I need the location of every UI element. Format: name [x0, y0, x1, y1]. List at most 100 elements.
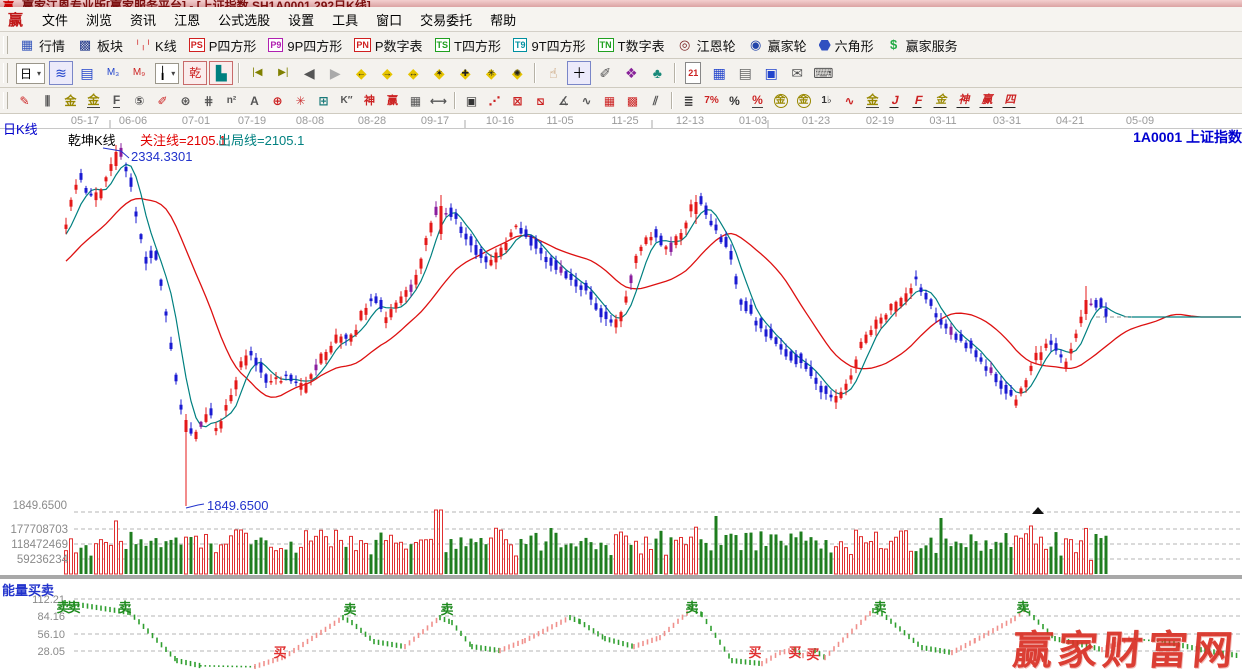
toolbar-button-sectors[interactable]: ▩ 板块 [71, 35, 129, 56]
toolbar-button-ying-angle[interactable]: 赢 [976, 91, 999, 110]
toolbar-button-web-box[interactable]: ⊞ [312, 91, 335, 110]
toolbar-button-compass[interactable]: ⊛ [174, 91, 197, 110]
toolbar-button-crosshair-tool[interactable]: ＋ [567, 61, 592, 85]
menu-item-5[interactable]: 设置 [288, 12, 315, 28]
toolbar-button-hand-tool[interactable]: ☝ [541, 61, 565, 85]
toolbar-button-gold-angle[interactable]: 金 [930, 91, 953, 110]
toolbar-button-red-grid2[interactable]: ▩ [621, 91, 644, 110]
toolbar-button-zigzag[interactable]: ∿ [575, 91, 598, 110]
menu-item-3[interactable]: 江恩 [174, 12, 201, 28]
toolbar-button-print[interactable]: ⌨ [811, 61, 835, 85]
toolbar-button-gann-all[interactable]: ◆ ✳ [479, 61, 503, 85]
toolbar-period-combo[interactable]: 日 ▾ [16, 62, 46, 84]
menu-item-2[interactable]: 资讯 [130, 12, 157, 28]
toolbar-button-9p-square[interactable]: P9 9P四方形 [262, 35, 348, 56]
toolbar-button-gann-star[interactable]: ◆ ✶ [427, 61, 451, 85]
toolbar-button-f-lines[interactable]: F [105, 91, 128, 110]
toolbar-button-go-prev[interactable]: ◀ [297, 61, 321, 85]
toolbar-button-go-first[interactable]: |◀ [245, 61, 269, 85]
toolbar-button-parallel[interactable]: ⫽ [644, 91, 667, 110]
toolbar-button-gann-left[interactable]: ◆ ← [349, 61, 373, 85]
toolbar-button-notebook[interactable]: ▤ [733, 61, 757, 85]
toolbar-button-list-chart[interactable]: ≣ [677, 91, 700, 110]
toolbar-button-quotes[interactable]: ▦ 行情 [13, 35, 71, 56]
toolbar-button-minor-3[interactable]: M₃ [101, 61, 125, 85]
toolbar-button-pct-line[interactable]: % [746, 91, 769, 110]
toolbar-button-qiankun-kline[interactable]: 乾 [183, 61, 208, 85]
menu-item-4[interactable]: 公式选股 [218, 12, 271, 28]
chart-panel[interactable]: 05-17 06-06 07-01 07-19 08-08 08-28 09-17 10-16… [0, 114, 1242, 669]
toolbar-button-n2[interactable]: n² [220, 91, 243, 110]
menu-item-1[interactable]: 浏览 [86, 12, 113, 28]
toolbar-button-red-grid[interactable]: ▦ [598, 91, 621, 110]
toolbar-button-brush[interactable]: ✎ [13, 91, 36, 110]
toolbar-button-gold-lines[interactable]: 金 [59, 91, 82, 110]
toolbar-button-go-last[interactable]: ▶| [271, 61, 295, 85]
toolbar-button-go-next[interactable]: ▶ [323, 61, 347, 85]
toolbar-button-save[interactable]: ▣ [759, 61, 783, 85]
toolbar-button-calculator[interactable]: ▦ [707, 61, 731, 85]
toolbar-button-purple-tool[interactable]: ❖ [619, 61, 643, 85]
toolbar-button-gann-both[interactable]: ◆ ↔ [401, 61, 425, 85]
toolbar-button-histogram-view[interactable]: ▙ [209, 61, 234, 85]
menu-item-8[interactable]: 交易委托 [420, 12, 473, 28]
toolbar-button-gold-ring[interactable]: 金 [769, 91, 792, 110]
toolbar-button-gold-lines2[interactable]: 金 [82, 91, 105, 110]
menu-item-9[interactable]: 帮助 [490, 12, 517, 28]
toolbar-button-p-square[interactable]: PS P四方形 [183, 35, 263, 56]
toolbar-button-gann-wheel[interactable]: ◎ 江恩轮 [671, 35, 742, 56]
toolbar-button-red-wave[interactable]: ∿ [838, 91, 861, 110]
toolbar-button-si-angle[interactable]: 四 [999, 91, 1022, 110]
menu-item-6[interactable]: 工具 [332, 12, 359, 28]
toolbar-button-a-slash[interactable]: A [243, 91, 266, 110]
toolbar-button-pct7[interactable]: 7% [700, 91, 723, 110]
toolbar-button-black-box[interactable]: ▣ [460, 91, 483, 110]
toolbar-button-target[interactable]: ⊕ [266, 91, 289, 110]
toolbar-button-f-angle[interactable]: F [907, 91, 930, 110]
toolbar-button-gann-cross[interactable]: ◆ ✚ [453, 61, 477, 85]
toolbar-button-calendar[interactable]: 21 [681, 61, 705, 85]
toolbar-button-winner-service[interactable]: $ 赢家服务 [880, 35, 964, 56]
toolbar-button-t-table[interactable]: TN T数字表 [592, 35, 671, 56]
toolbar-button-shen-tool[interactable]: 神 [358, 91, 381, 110]
toolbar-button-pin-tool[interactable]: ✐ [593, 61, 617, 85]
toolbar-button-bars[interactable]: ⫼ [36, 91, 59, 110]
toolbar-button-t-square[interactable]: TS T四方形 [429, 35, 507, 56]
panel-separator[interactable] [0, 575, 1242, 579]
toolbar-button-gold-under[interactable]: 金 [861, 91, 884, 110]
toolbar-button-gann-right[interactable]: ◆ → [375, 61, 399, 85]
toolbar-button-k-note[interactable]: K″ [335, 91, 358, 110]
toolbar-button-one-b[interactable]: 1♭ [815, 91, 838, 110]
period-label[interactable]: 日K线 [3, 122, 38, 137]
toolbar-button-j-angle[interactable]: J [884, 91, 907, 110]
toolbar-button-gold-ring2[interactable]: 金 [792, 91, 815, 110]
toolbar-button-shen-angle[interactable]: 神 [953, 91, 976, 110]
toolbar-button-angles[interactable]: ∡ [552, 91, 575, 110]
toolbar-button-teal-tool[interactable]: ♣ [645, 61, 669, 85]
toolbar-button-mail[interactable]: ✉ [785, 61, 809, 85]
toolbar-candle-combo[interactable]: ╽ ▾ [155, 62, 180, 84]
toolbar-button-pct[interactable]: % [723, 91, 746, 110]
toolbar-button-x-box[interactable]: ⊠ [506, 91, 529, 110]
toolbar-button-info-panel[interactable]: ▤ [75, 61, 99, 85]
toolbar-button-overlay-mode[interactable]: ≋ [49, 61, 74, 85]
toolbar-button-span-arrows[interactable]: ⟷ [427, 91, 450, 110]
toolbar-button-star-rays[interactable]: ✳ [289, 91, 312, 110]
toolbar-button-grid30[interactable]: ⋕ [197, 91, 220, 110]
toolbar-button-slash-box[interactable]: ⧅ [529, 91, 552, 110]
toolbar-button-fan5[interactable]: ⑤ [128, 91, 151, 110]
menu-item-0[interactable]: 文件 [42, 12, 69, 28]
toolbar-button-hexagon[interactable]: 六角形 [813, 35, 880, 56]
toolbar-button-minor-9[interactable]: M₉ [127, 61, 151, 85]
toolbar-button-kline[interactable]: ╵╷╵ K线 [129, 35, 183, 56]
toolbar-button-ying-tool[interactable]: 赢 [381, 91, 404, 110]
chart-canvas[interactable]: 05-17 06-06 07-01 07-19 08-08 08-28 09-17 10-16… [0, 114, 1242, 669]
toolbar-button-p-table[interactable]: PN P数字表 [348, 35, 428, 56]
toolbar-button-ruler-grid[interactable]: ▦ [404, 91, 427, 110]
toolbar-button-9t-square[interactable]: T9 9T四方形 [507, 35, 592, 56]
toolbar-button-gann-burst[interactable]: ◆ ✺ [505, 61, 529, 85]
menu-item-7[interactable]: 窗口 [376, 12, 403, 28]
toolbar-button-winner-wheel[interactable]: ◉ 赢家轮 [742, 35, 813, 56]
toolbar-button-rays[interactable]: ⋰ [483, 91, 506, 110]
toolbar-button-red-brush[interactable]: ✐ [151, 91, 174, 110]
